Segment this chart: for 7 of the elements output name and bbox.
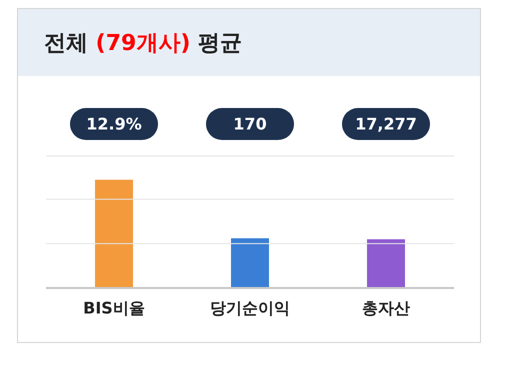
x-tick-label: BIS비율: [83, 298, 145, 318]
text: 170: [233, 114, 267, 134]
x-tick-label: 총자산: [362, 298, 410, 318]
chart-title: 전체 (79개사) 평균: [44, 30, 242, 58]
text: 17,277: [355, 114, 417, 134]
x-tick-label: 당기순이익: [210, 298, 290, 318]
text: 12.9%: [86, 114, 142, 134]
